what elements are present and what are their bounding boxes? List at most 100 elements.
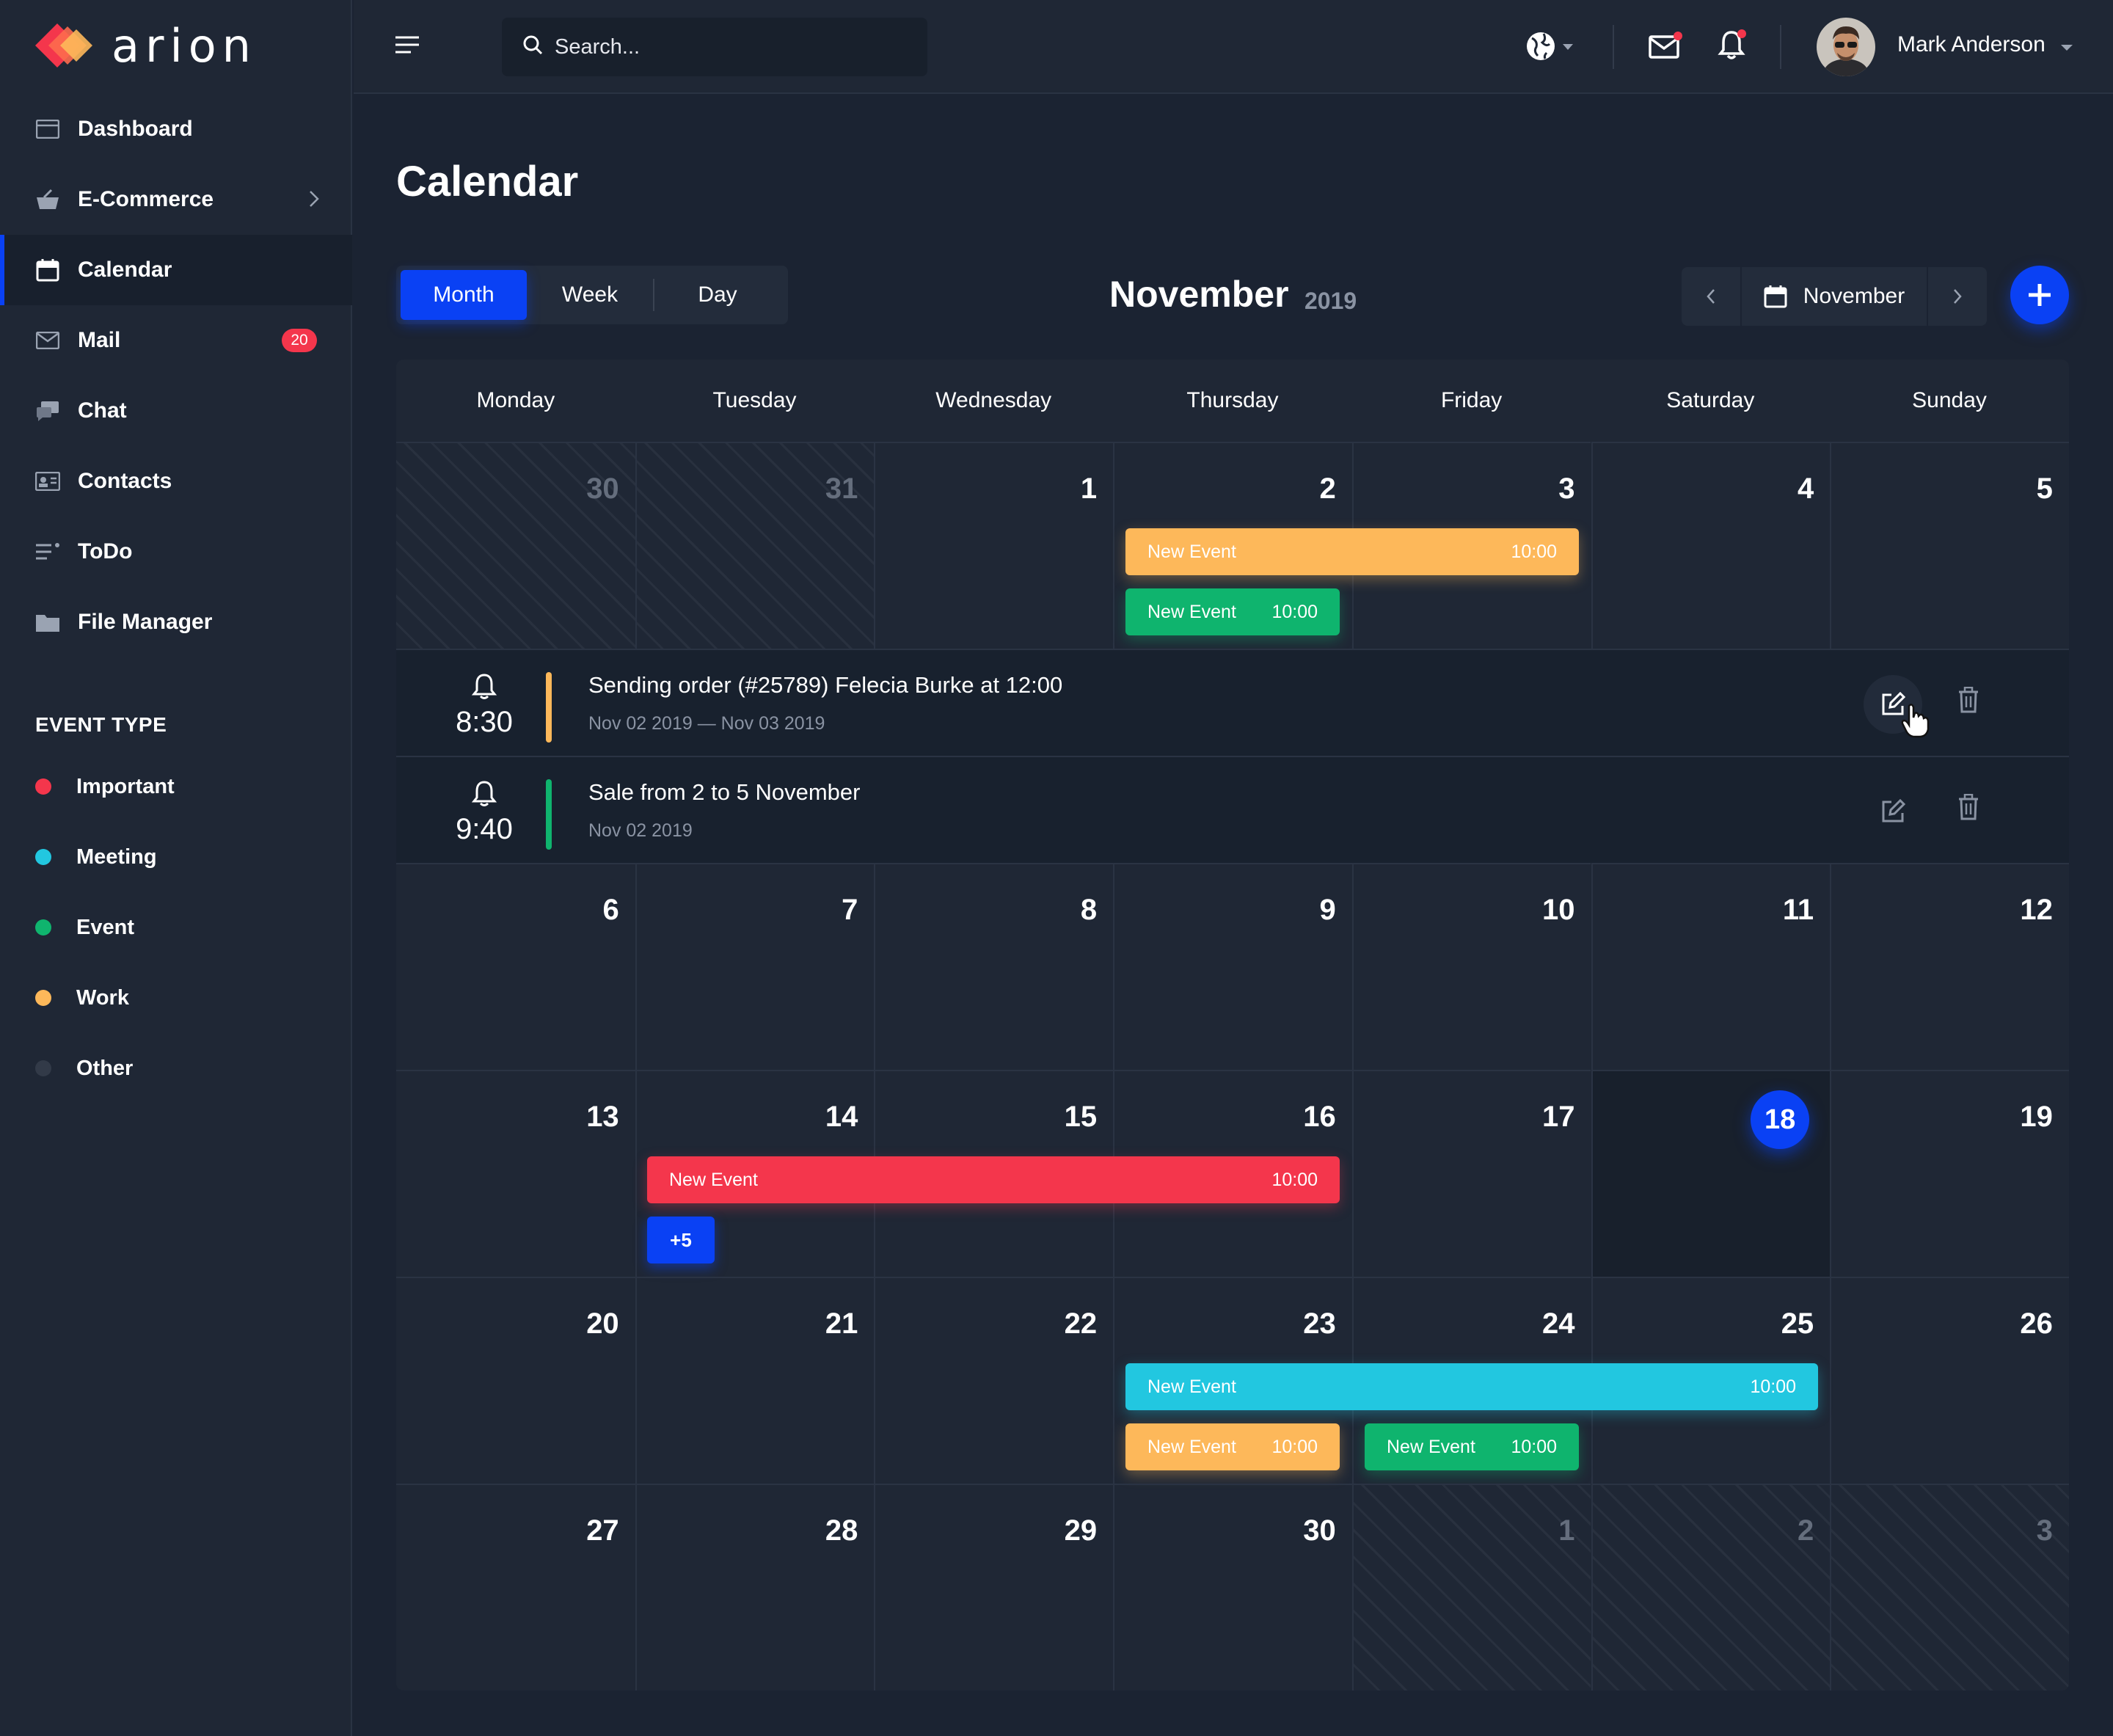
event-time: 10:00 (1511, 1436, 1557, 1457)
page-title: Calendar (396, 158, 579, 205)
search-input[interactable] (555, 34, 907, 59)
month-picker-label: November (1803, 284, 1905, 308)
sidebar-item-label: E-Commerce (78, 187, 214, 211)
sidebar-item-calendar[interactable]: Calendar (0, 235, 352, 305)
notification-bell-icon[interactable] (1717, 28, 1751, 65)
event-bar[interactable]: New Event 10:00 (1125, 1423, 1340, 1470)
day-cell[interactable]: 21 (635, 1277, 875, 1484)
delete-event-button[interactable] (1957, 686, 1979, 717)
chat-icon (35, 398, 60, 423)
day-cell[interactable]: 29 (874, 1484, 1114, 1691)
event-time: 10:00 (1271, 1436, 1318, 1457)
event-date: Nov 02 2019 (588, 820, 693, 841)
day-cell[interactable]: 7 (635, 863, 875, 1070)
calendar-grid: Monday Tuesday Wednesday Thursday Friday… (396, 360, 2069, 1691)
sidebar-item-mail[interactable]: Mail 20 (0, 305, 352, 376)
previous-month-button[interactable] (1682, 267, 1740, 326)
day-number: 31 (825, 473, 858, 505)
day-cell[interactable]: 2 (1591, 1484, 1831, 1691)
day-cell[interactable]: 31 (635, 442, 875, 649)
sidebar-item-label: Dashboard (78, 117, 193, 141)
user-name[interactable]: Mark Anderson (1897, 32, 2073, 58)
day-cell[interactable]: 28 (635, 1484, 875, 1691)
day-cell-today[interactable]: 18 (1591, 1070, 1831, 1277)
day-cell[interactable]: 1 (1351, 1484, 1591, 1691)
day-cell[interactable]: 9 (1113, 863, 1352, 1070)
day-cell[interactable]: 13 (396, 1070, 635, 1277)
day-cell[interactable]: 30 (1113, 1484, 1352, 1691)
other-dot-icon (35, 1060, 51, 1076)
event-bar[interactable]: New Event 10:00 (647, 1156, 1340, 1203)
day-cell[interactable]: 10 (1351, 863, 1591, 1070)
view-day-button[interactable]: Day (698, 282, 737, 307)
add-event-button[interactable] (2010, 266, 2069, 324)
day-cell[interactable]: 8 (874, 863, 1114, 1070)
weekday-header: Tuesday (712, 388, 797, 412)
day-cell[interactable]: 11 (1591, 863, 1831, 1070)
event-type-important[interactable]: Important (35, 772, 175, 801)
day-cell[interactable]: 14 (635, 1070, 875, 1277)
day-number: 27 (586, 1514, 619, 1547)
mail-notification-icon[interactable] (1648, 31, 1683, 64)
day-cell[interactable]: 30 (396, 442, 635, 649)
delete-event-button[interactable] (1957, 793, 1979, 824)
day-cell[interactable]: 20 (396, 1277, 635, 1484)
event-bar[interactable]: New Event 10:00 (1125, 588, 1340, 635)
view-week-button[interactable]: Week (561, 282, 618, 307)
event-type-label: Work (76, 985, 129, 1010)
logo[interactable]: arion (35, 18, 257, 73)
language-globe-icon[interactable] (1525, 29, 1576, 67)
topbar-divider (1613, 25, 1614, 69)
calendar-year: 2019 (1304, 288, 1357, 314)
day-cell[interactable]: 17 (1351, 1070, 1591, 1277)
day-cell[interactable]: 22 (874, 1277, 1114, 1484)
day-number: 30 (586, 473, 619, 505)
event-type-event[interactable]: Event (35, 913, 134, 942)
month-picker-button[interactable]: November (1740, 267, 1928, 326)
event-bar[interactable]: New Event 10:00 (1125, 1363, 1818, 1410)
view-month-button[interactable]: Month (401, 270, 527, 320)
avatar[interactable] (1817, 18, 1875, 76)
day-cell[interactable]: 26 (1830, 1277, 2069, 1484)
sidebar-item-dashboard[interactable]: Dashboard (0, 94, 352, 164)
contacts-icon (35, 469, 60, 494)
day-cell[interactable]: 3 (1830, 1484, 2069, 1691)
menu-toggle-icon[interactable] (395, 35, 420, 59)
brand-name: arion (112, 18, 257, 73)
day-cell[interactable]: 23 (1113, 1277, 1352, 1484)
event-bar[interactable]: New Event 10:00 (1365, 1423, 1579, 1470)
event-label: New Event (1387, 1436, 1475, 1457)
sidebar-item-todo[interactable]: ToDo (0, 517, 352, 587)
day-cell[interactable]: 2 (1113, 442, 1352, 649)
day-cell[interactable]: 27 (396, 1484, 635, 1691)
calendar-icon (35, 258, 60, 282)
sidebar-item-contacts[interactable]: Contacts (0, 446, 352, 517)
expanded-event-row[interactable]: 8:30 Sending order (#25789) Felecia Burk… (396, 649, 2069, 756)
day-cell[interactable]: 12 (1830, 863, 2069, 1070)
day-cell[interactable]: 5 (1830, 442, 2069, 649)
more-events-button[interactable]: +5 (647, 1217, 715, 1263)
day-number: 13 (586, 1101, 619, 1133)
sidebar-item-chat[interactable]: Chat (0, 376, 352, 446)
event-type-heading: EVENT TYPE (35, 713, 167, 736)
event-type-meeting[interactable]: Meeting (35, 842, 157, 872)
event-time: 10:00 (1271, 1169, 1318, 1190)
sidebar-item-file-manager[interactable]: File Manager (0, 587, 352, 657)
day-cell[interactable]: 19 (1830, 1070, 2069, 1277)
edit-event-button[interactable] (1864, 782, 1922, 841)
sidebar-item-ecommerce[interactable]: E-Commerce (0, 164, 352, 235)
event-type-work[interactable]: Work (35, 983, 129, 1013)
chevron-down-icon (2060, 33, 2073, 58)
next-month-button[interactable] (1928, 267, 1987, 326)
expanded-event-row[interactable]: 9:40 Sale from 2 to 5 November Nov 02 20… (396, 756, 2069, 863)
event-bar[interactable]: New Event 10:00 (1125, 528, 1579, 575)
event-type-label: Important (76, 774, 175, 798)
day-cell[interactable]: 6 (396, 863, 635, 1070)
todo-icon (35, 539, 60, 564)
event-type-other[interactable]: Other (35, 1054, 133, 1083)
day-cell[interactable]: 4 (1591, 442, 1831, 649)
day-cell[interactable]: 1 (874, 442, 1114, 649)
chevron-left-icon (1707, 289, 1715, 304)
event-title: Sale from 2 to 5 November (588, 779, 861, 805)
sidebar-item-label: Calendar (78, 258, 172, 282)
